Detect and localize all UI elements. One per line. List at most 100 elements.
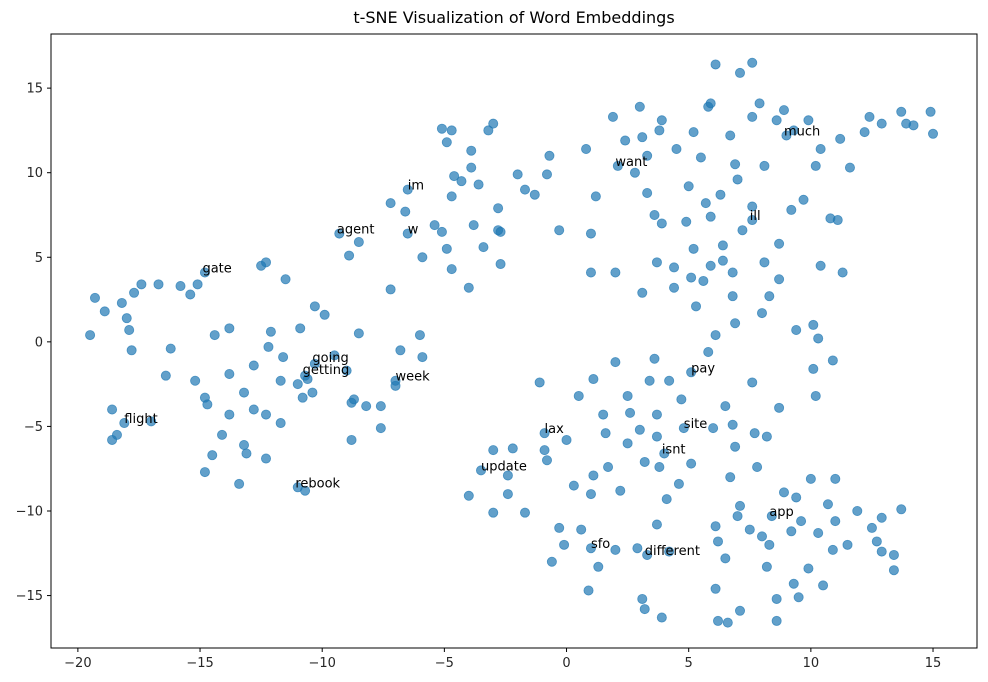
word-label: app — [769, 505, 793, 520]
scatter-point — [539, 428, 550, 439]
scatter-point — [637, 132, 648, 143]
x-tick-label: 5 — [685, 656, 693, 671]
scatter-point — [199, 467, 210, 478]
scatter-point — [585, 489, 596, 500]
scatter-point — [727, 419, 738, 430]
scatter-point — [414, 330, 425, 341]
scatter-point — [896, 504, 907, 515]
scatter-point — [275, 418, 286, 429]
scatter-point — [654, 125, 665, 136]
scatter-point — [771, 615, 782, 626]
scatter-point — [637, 287, 648, 298]
scatter-point — [495, 259, 506, 270]
scatter-point — [688, 243, 699, 254]
scatter-point — [417, 352, 428, 363]
scatter-point — [502, 489, 513, 500]
scatter-point — [852, 505, 863, 516]
scatter-point — [810, 160, 821, 171]
scatter-point — [713, 536, 724, 547]
x-tick-label: −5 — [435, 656, 454, 671]
word-label: sfo — [591, 537, 610, 552]
scatter-point — [686, 367, 697, 378]
x-tick-label: −15 — [186, 656, 213, 671]
y-tick-label: 10 — [26, 166, 43, 181]
scatter-point — [610, 357, 621, 368]
scatter-point — [835, 133, 846, 144]
scatter-point — [585, 228, 596, 239]
scatter-point — [622, 438, 633, 449]
scatter-point — [353, 237, 364, 248]
scatter-point — [735, 67, 746, 78]
scatter-point — [774, 402, 785, 413]
scatter-point — [275, 375, 286, 386]
scatter-point — [908, 120, 919, 131]
scatter-point — [871, 536, 882, 547]
scatter-point — [446, 125, 457, 136]
scatter-point — [534, 377, 545, 388]
scatter-point — [830, 473, 841, 484]
scatter-point — [261, 453, 272, 464]
scatter-point — [664, 546, 675, 557]
scatter-point — [686, 458, 697, 469]
y-tick-label: 0 — [35, 335, 43, 350]
scatter-point — [309, 301, 320, 312]
scatter-point — [654, 462, 665, 473]
scatter-point — [153, 279, 164, 290]
scatter-point — [837, 267, 848, 278]
scatter-point — [124, 325, 135, 336]
scatter-point — [651, 409, 662, 420]
scatter-point — [664, 375, 675, 386]
scatter-point — [344, 250, 355, 261]
scatter-point — [632, 543, 643, 554]
scatter-point — [651, 257, 662, 268]
scatter-point — [341, 365, 352, 376]
scatter-point — [466, 162, 477, 173]
scatter-point — [859, 127, 870, 138]
scatter-point — [239, 440, 250, 451]
scatter-point — [793, 592, 804, 603]
word-label: lax — [545, 422, 565, 437]
scatter-point — [761, 561, 772, 572]
scatter-point — [830, 516, 841, 527]
scatter-point — [111, 429, 122, 440]
scatter-point — [730, 318, 741, 329]
scatter-point — [747, 111, 758, 122]
scatter-point — [89, 292, 100, 303]
scatter-point — [888, 549, 899, 560]
scatter-point — [473, 179, 484, 190]
scatter-point — [644, 375, 655, 386]
word-label: gate — [202, 261, 231, 276]
scatter-point — [207, 450, 218, 461]
word-label: flight — [124, 412, 157, 427]
scatter-point — [241, 448, 252, 459]
scatter-point — [673, 478, 684, 489]
scatter-point — [639, 456, 650, 467]
word-label: rebook — [295, 476, 340, 491]
scatter-point — [717, 255, 728, 266]
scatter-point — [732, 511, 743, 522]
scatter-point — [735, 605, 746, 616]
scatter-point — [610, 544, 621, 555]
scatter-point — [603, 462, 614, 473]
scatter-point — [634, 424, 645, 435]
scatter-point — [788, 125, 799, 136]
scatter-point — [488, 445, 499, 456]
scatter-point — [348, 394, 359, 405]
scatter-point — [146, 416, 157, 427]
scatter-point — [651, 519, 662, 530]
word-label: agent — [337, 223, 375, 238]
scatter-point — [791, 492, 802, 503]
scatter-point — [234, 478, 245, 489]
scatter-point — [642, 187, 653, 198]
word-label: pay — [691, 361, 715, 376]
scatter-point — [876, 512, 887, 523]
word-label: much — [784, 124, 820, 139]
scatter-point — [119, 418, 130, 429]
scatter-point — [541, 169, 552, 180]
scatter-point — [827, 544, 838, 555]
scatter-point — [519, 507, 530, 518]
scatter-point — [598, 409, 609, 420]
scatter-point — [708, 423, 719, 434]
scatter-point — [295, 323, 306, 334]
